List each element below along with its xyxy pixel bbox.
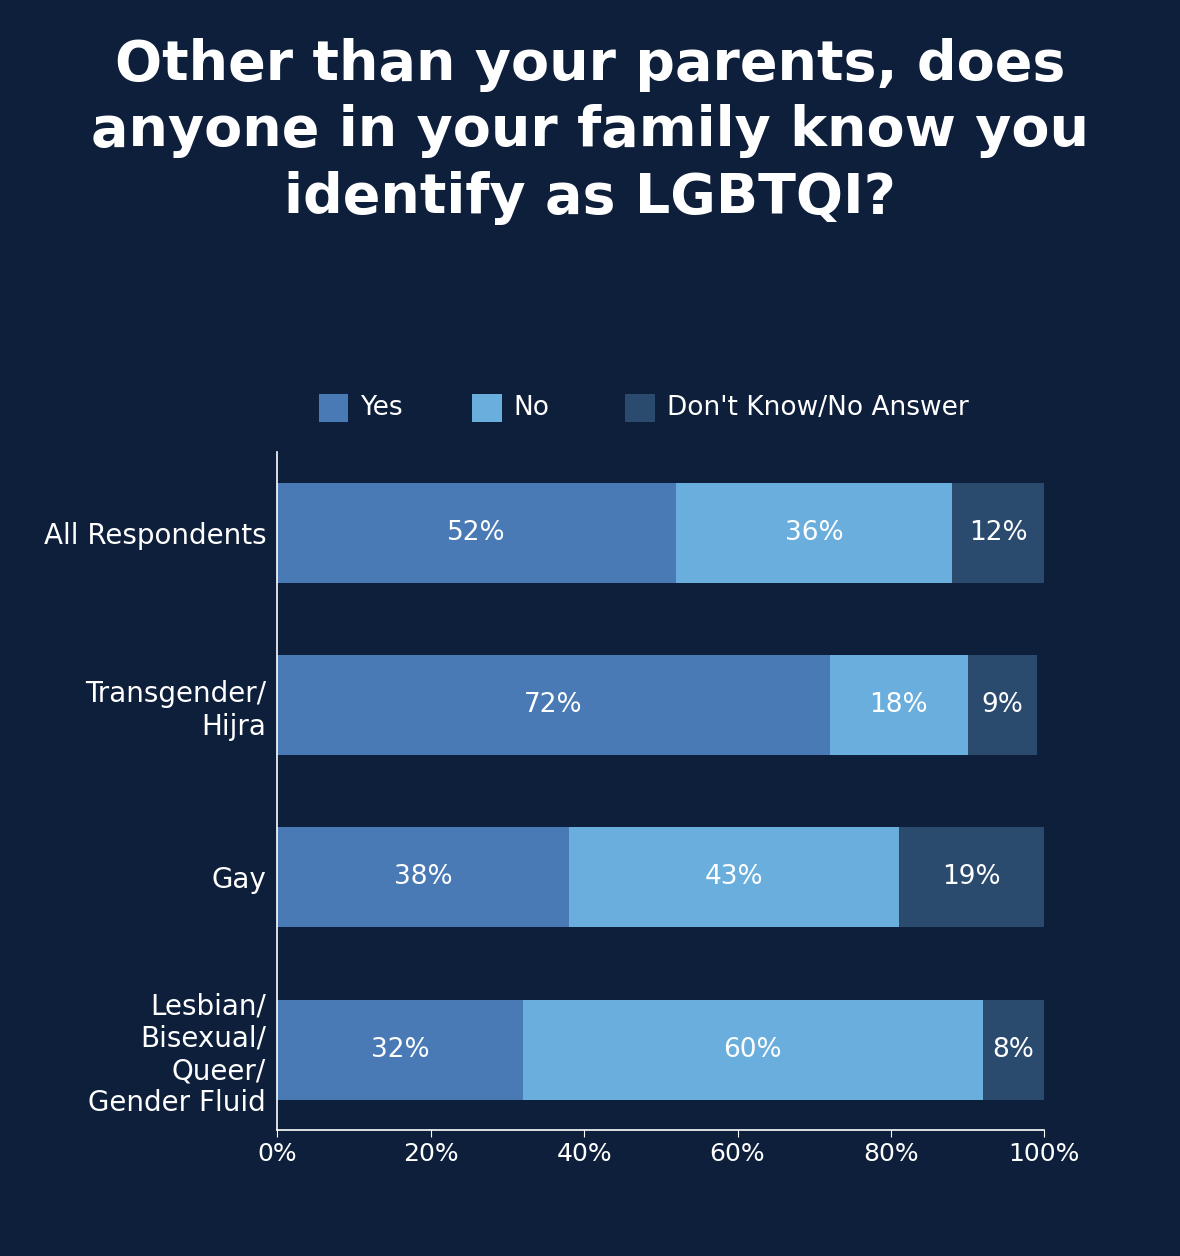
Bar — [277, 828, 569, 927]
Text: 52%: 52% — [447, 520, 506, 546]
Text: 43%: 43% — [704, 864, 763, 891]
Text: 18%: 18% — [870, 692, 927, 718]
Bar — [952, 484, 1044, 583]
Text: 19%: 19% — [942, 864, 1001, 891]
Bar — [968, 656, 1036, 755]
Text: Don't Know/No Answer: Don't Know/No Answer — [667, 396, 969, 421]
Text: 8%: 8% — [992, 1036, 1035, 1063]
Text: 12%: 12% — [969, 520, 1028, 546]
Bar — [569, 828, 899, 927]
Text: Yes: Yes — [360, 396, 402, 421]
Text: Other than your parents, does
anyone in your family know you
identify as LGBTQI?: Other than your parents, does anyone in … — [91, 38, 1089, 225]
Text: 36%: 36% — [785, 520, 844, 546]
Bar — [983, 1000, 1044, 1099]
Bar — [277, 656, 830, 755]
Bar — [277, 1000, 523, 1099]
Text: 72%: 72% — [524, 692, 583, 718]
Bar — [830, 656, 968, 755]
Text: 38%: 38% — [394, 864, 452, 891]
Text: 60%: 60% — [723, 1036, 782, 1063]
Text: 32%: 32% — [371, 1036, 430, 1063]
Bar — [523, 1000, 983, 1099]
Text: No: No — [513, 396, 550, 421]
Bar — [676, 484, 952, 583]
Bar — [277, 484, 676, 583]
Bar — [899, 828, 1044, 927]
Text: 9%: 9% — [982, 692, 1023, 718]
